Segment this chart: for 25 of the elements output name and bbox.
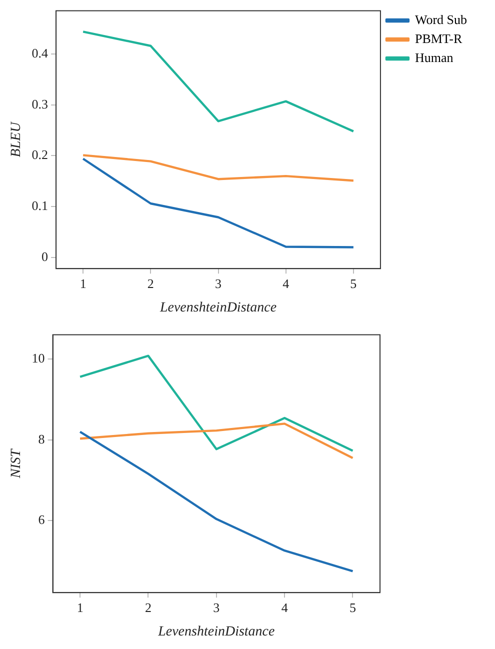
y-tick-label: 0.3: [32, 96, 48, 112]
x-tick-label: 1: [76, 600, 84, 615]
y-tick-label: 10: [32, 350, 45, 366]
y-axis-title: NIST: [9, 448, 24, 480]
y-tick-label: 0.4: [32, 45, 49, 60]
legend-label: Word Sub: [414, 12, 468, 27]
x-tick-label: 3: [215, 276, 222, 291]
legend-label: PBMT-R: [414, 30, 462, 46]
y-tick-label: 0.1: [32, 198, 48, 213]
x-tick-label: 3: [213, 600, 220, 615]
x-tick-label: 1: [80, 276, 86, 291]
y-tick-label: 6: [38, 512, 46, 528]
y-axis-title: BLEU: [9, 121, 24, 158]
x-tick-label: 4: [282, 276, 290, 291]
x-tick-label: 5: [350, 276, 357, 291]
x-axis-title: LevenshteinDistance: [158, 300, 277, 316]
y-tick-label: 8: [38, 431, 45, 446]
x-tick-label: 5: [349, 600, 356, 615]
y-tick-label: 0: [42, 248, 48, 264]
x-tick-label: 2: [144, 600, 152, 615]
y-tick-label: 0.2: [32, 147, 48, 162]
legend-label: Human: [414, 50, 454, 65]
x-axis-title: LevenshteinDistance: [157, 624, 275, 640]
x-tick-label: 2: [147, 276, 154, 291]
x-tick-label: 4: [281, 600, 288, 615]
